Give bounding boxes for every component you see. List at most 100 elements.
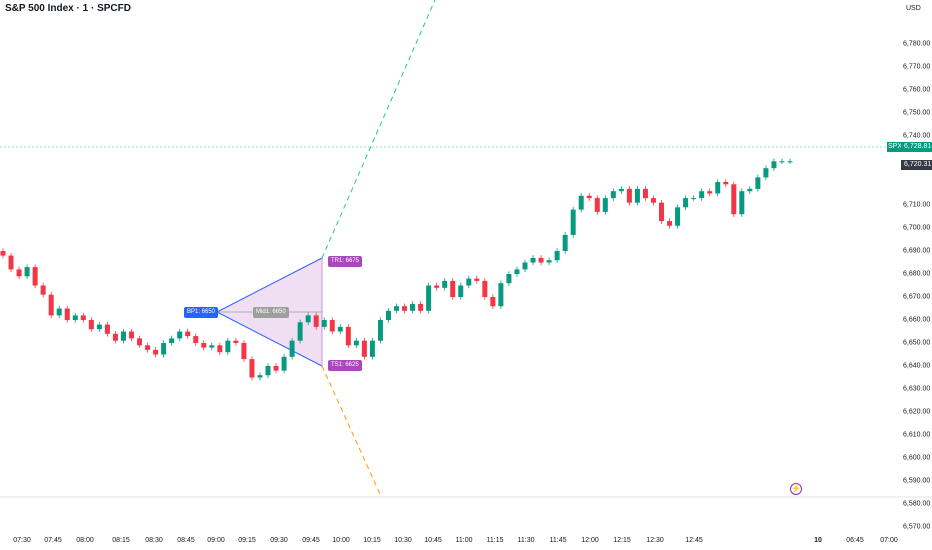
candle-body <box>618 188 624 192</box>
candle-body <box>24 267 30 277</box>
candle-body <box>369 340 375 357</box>
price-tick-label: 6,760.00 <box>903 86 931 94</box>
candle-body <box>474 278 480 281</box>
time-tick-label: 08:30 <box>145 537 163 544</box>
candle-body <box>466 278 472 286</box>
candle-body <box>667 221 673 226</box>
candle-body <box>771 161 777 169</box>
candle-body <box>209 345 215 348</box>
time-tick-label: 09:15 <box>238 537 256 544</box>
time-tick-label: 10:00 <box>332 537 350 544</box>
candle-body <box>699 191 705 199</box>
candle-body <box>56 308 62 316</box>
candle-body <box>715 182 721 194</box>
time-tick-label: 11:00 <box>455 537 473 544</box>
time-tick-label: 12:00 <box>581 537 599 544</box>
price-tick-label: 6,620.00 <box>903 408 931 416</box>
candle-body <box>217 345 223 353</box>
time-tick-label: 07:00 <box>880 537 898 544</box>
symbol-tag: SPX <box>887 142 903 152</box>
time-tick-label: 10 <box>814 537 822 544</box>
currency-label[interactable]: USD <box>906 5 921 12</box>
candle-body <box>659 202 665 222</box>
candle-body <box>426 285 432 311</box>
price-tick-label: 6,580.00 <box>903 500 931 508</box>
bp1-label[interactable]: BP1: 6650 <box>184 307 219 318</box>
candle-body <box>522 262 528 270</box>
candle-body <box>185 331 191 337</box>
candle-body <box>385 310 391 320</box>
candle-body <box>153 349 159 355</box>
candle-body <box>88 320 94 330</box>
time-tick-label: 08:00 <box>76 537 94 544</box>
time-tick-label: 08:15 <box>112 537 130 544</box>
time-tick-label: 11:30 <box>517 537 535 544</box>
ts1-label[interactable]: TS1: 6625 <box>328 360 362 371</box>
candle-body <box>233 340 239 343</box>
candle-body <box>16 269 22 277</box>
lightning-icon[interactable]: ⚡ <box>790 483 802 495</box>
time-tick-label: 12:30 <box>646 537 664 544</box>
time-tick-label: 09:00 <box>207 537 225 544</box>
candle-body <box>281 356 287 371</box>
candle-body <box>434 285 440 288</box>
chart-title: S&P 500 Index · 1 · SPCFD <box>5 3 131 14</box>
candle-body <box>530 257 536 263</box>
candle-body <box>177 331 183 339</box>
triangle-upper-edge <box>216 257 323 313</box>
candle-body <box>8 255 14 270</box>
candle-body <box>546 260 552 263</box>
candle-body <box>169 338 175 343</box>
candle-body <box>104 324 110 334</box>
time-tick-label: 11:45 <box>549 537 567 544</box>
price-tick-label: 6,640.00 <box>903 362 931 370</box>
candle-body <box>193 336 199 343</box>
target-projection-line <box>321 0 436 259</box>
candle-body <box>201 343 207 348</box>
price-tick-label: 6,710.00 <box>903 201 931 209</box>
candle-body <box>739 191 745 215</box>
candle-body <box>650 198 656 203</box>
candle-body <box>723 182 729 185</box>
last-price-tag: 6,728.81 <box>901 142 932 152</box>
candle-body <box>602 198 608 212</box>
price-tick-label: 6,740.00 <box>903 132 931 140</box>
candle-body <box>40 285 46 295</box>
candle-body <box>506 274 512 284</box>
candle-body <box>707 191 713 194</box>
time-tick-label: 10:15 <box>363 537 381 544</box>
price-tick-label: 6,650.00 <box>903 339 931 347</box>
triangle-lower-edge <box>216 311 323 367</box>
candle-body <box>691 198 697 200</box>
candle-body <box>241 343 247 360</box>
price-tick-label: 6,590.00 <box>903 477 931 485</box>
price-tick-label: 6,610.00 <box>903 431 931 439</box>
candle-body <box>634 188 640 203</box>
candle-body <box>353 340 359 346</box>
mid-label: Mid1: 6650 <box>253 307 289 318</box>
candle-body <box>442 280 448 288</box>
candle-body <box>313 315 319 327</box>
candle-body <box>145 345 151 350</box>
candle-body <box>570 209 576 235</box>
candle-body <box>731 184 737 215</box>
candle-body <box>273 366 279 371</box>
candle-body <box>257 375 263 378</box>
candle-body <box>225 340 231 353</box>
price-tick-label: 6,780.00 <box>903 40 931 48</box>
candle-body <box>337 326 343 332</box>
candle-body <box>297 322 303 341</box>
candle-body <box>265 366 271 376</box>
candle-body <box>0 251 6 256</box>
tr1-label[interactable]: TR1: 6675 <box>328 256 363 267</box>
candle-body <box>779 161 785 163</box>
candle-body <box>683 198 689 208</box>
price-tick-label: 6,660.00 <box>903 316 931 324</box>
candle-body <box>538 257 544 263</box>
price-tick-label: 6,570.00 <box>903 523 931 531</box>
candle-body <box>361 340 367 357</box>
price-tick-label: 6,770.00 <box>903 63 931 71</box>
price-tick-label: 6,690.00 <box>903 247 931 255</box>
